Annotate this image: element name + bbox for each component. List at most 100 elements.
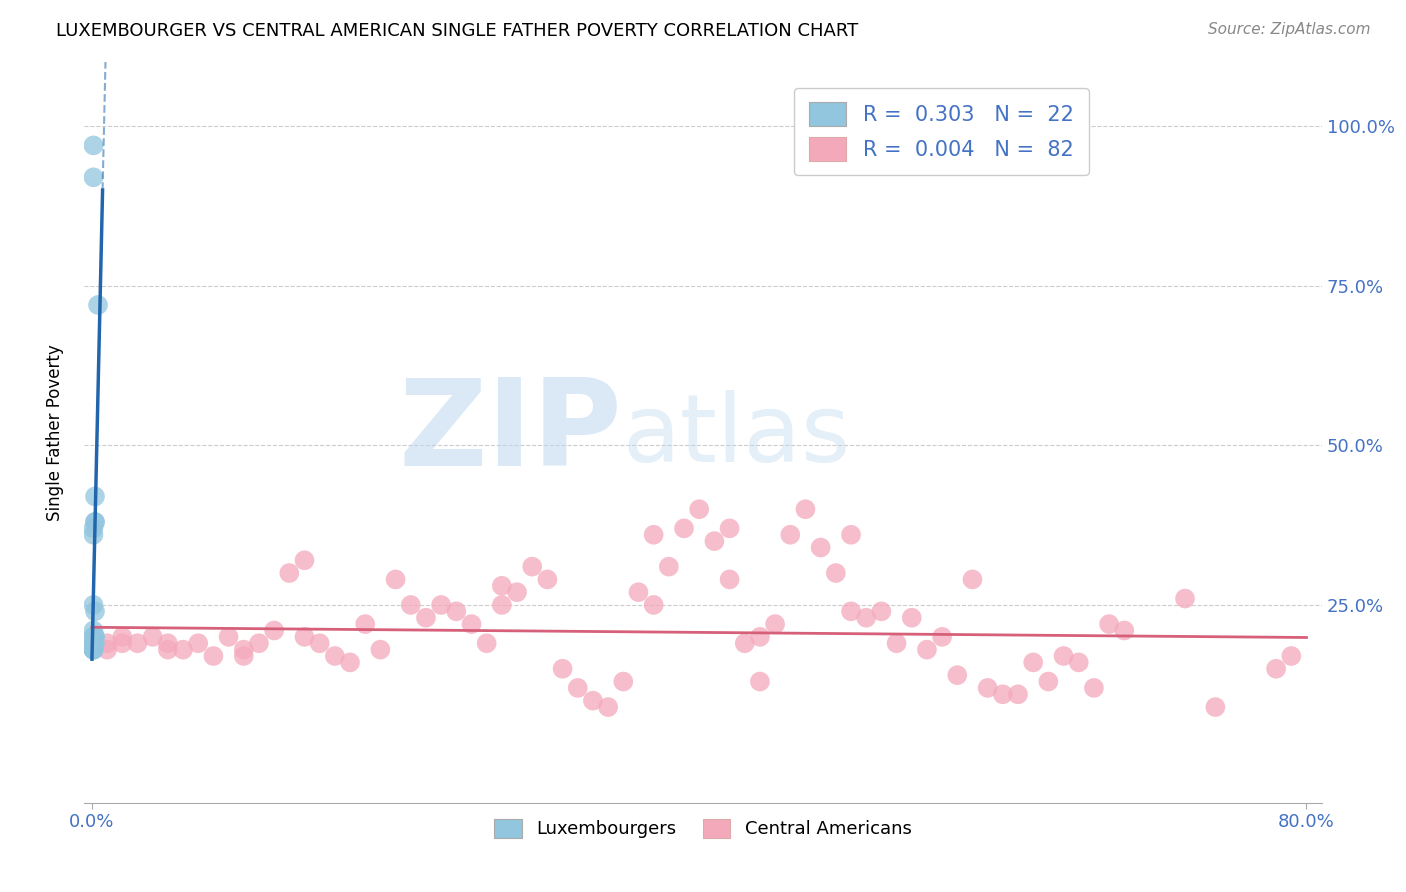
Point xyxy=(718,521,741,535)
Point xyxy=(339,656,361,670)
Point xyxy=(1052,648,1074,663)
Point xyxy=(612,674,634,689)
Point xyxy=(763,617,786,632)
Point xyxy=(1279,648,1302,663)
Point xyxy=(1265,662,1288,676)
Point xyxy=(84,490,107,504)
Point xyxy=(839,527,862,541)
Point xyxy=(855,610,877,624)
Point xyxy=(82,630,104,644)
Point xyxy=(82,624,104,638)
Point xyxy=(643,598,665,612)
Text: ZIP: ZIP xyxy=(399,374,623,491)
Point xyxy=(839,604,862,618)
Point xyxy=(415,610,437,624)
Point xyxy=(886,636,908,650)
Point xyxy=(779,527,801,541)
Point xyxy=(824,566,846,580)
Point xyxy=(1174,591,1197,606)
Point xyxy=(430,598,453,612)
Point xyxy=(673,521,696,535)
Point xyxy=(931,630,953,644)
Point xyxy=(1067,656,1090,670)
Point xyxy=(87,298,110,312)
Point xyxy=(82,170,104,185)
Point xyxy=(1083,681,1105,695)
Point xyxy=(263,624,285,638)
Point xyxy=(187,636,209,650)
Point xyxy=(156,636,179,650)
Point xyxy=(82,138,104,153)
Point xyxy=(748,630,770,644)
Point xyxy=(278,566,301,580)
Point xyxy=(82,521,104,535)
Point xyxy=(82,642,104,657)
Point xyxy=(810,541,832,555)
Point xyxy=(84,515,107,529)
Point xyxy=(915,642,938,657)
Point xyxy=(688,502,710,516)
Point xyxy=(294,553,316,567)
Text: Source: ZipAtlas.com: Source: ZipAtlas.com xyxy=(1208,22,1371,37)
Text: atlas: atlas xyxy=(623,390,851,482)
Point xyxy=(84,515,107,529)
Point xyxy=(734,636,756,650)
Point xyxy=(323,648,346,663)
Point xyxy=(308,636,330,650)
Point xyxy=(718,573,741,587)
Point xyxy=(84,636,107,650)
Point xyxy=(399,598,422,612)
Point xyxy=(491,579,513,593)
Point xyxy=(84,630,107,644)
Point xyxy=(202,648,225,663)
Point xyxy=(384,573,406,587)
Point xyxy=(111,636,134,650)
Point xyxy=(156,642,179,657)
Point xyxy=(82,642,104,657)
Point xyxy=(82,636,104,650)
Point xyxy=(900,610,922,624)
Point xyxy=(172,642,194,657)
Point xyxy=(598,700,620,714)
Point xyxy=(582,694,605,708)
Point xyxy=(82,642,104,657)
Point xyxy=(491,598,513,612)
Point xyxy=(506,585,529,599)
Point xyxy=(962,573,984,587)
Point xyxy=(643,527,665,541)
Point xyxy=(127,636,149,650)
Text: LUXEMBOURGER VS CENTRAL AMERICAN SINGLE FATHER POVERTY CORRELATION CHART: LUXEMBOURGER VS CENTRAL AMERICAN SINGLE … xyxy=(56,22,859,40)
Point xyxy=(82,642,104,657)
Point xyxy=(84,630,107,644)
Point xyxy=(976,681,998,695)
Point xyxy=(658,559,681,574)
Point xyxy=(703,534,725,549)
Point xyxy=(567,681,589,695)
Point xyxy=(82,636,104,650)
Point xyxy=(536,573,558,587)
Point xyxy=(794,502,817,516)
Point xyxy=(1114,624,1136,638)
Point xyxy=(354,617,377,632)
Point xyxy=(247,636,270,650)
Point xyxy=(991,687,1014,701)
Point xyxy=(460,617,482,632)
Point xyxy=(294,630,316,644)
Point xyxy=(232,648,254,663)
Point xyxy=(475,636,498,650)
Point xyxy=(370,642,392,657)
Y-axis label: Single Father Poverty: Single Father Poverty xyxy=(45,344,63,521)
Point xyxy=(551,662,574,676)
Point xyxy=(96,642,118,657)
Point xyxy=(82,527,104,541)
Point xyxy=(111,630,134,644)
Legend: Luxembourgers, Central Americans: Luxembourgers, Central Americans xyxy=(488,812,918,846)
Point xyxy=(627,585,650,599)
Point xyxy=(82,598,104,612)
Point xyxy=(96,636,118,650)
Point xyxy=(1204,700,1226,714)
Point xyxy=(522,559,544,574)
Point xyxy=(870,604,893,618)
Point xyxy=(84,604,107,618)
Point xyxy=(82,630,104,644)
